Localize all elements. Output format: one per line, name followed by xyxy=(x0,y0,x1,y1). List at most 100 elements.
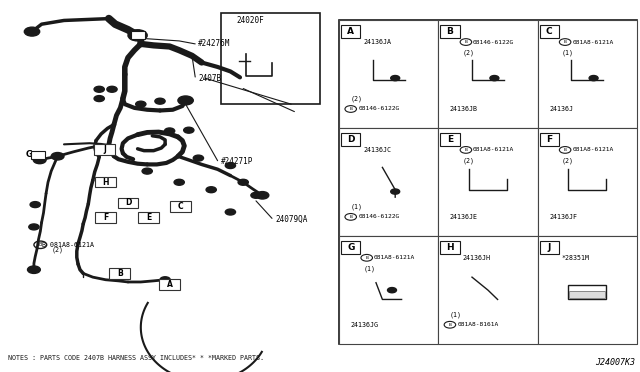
Circle shape xyxy=(388,288,397,293)
Circle shape xyxy=(94,96,104,102)
Text: A: A xyxy=(348,27,354,36)
Text: G: G xyxy=(347,243,355,252)
Text: B: B xyxy=(465,40,467,44)
Bar xyxy=(221,13,320,104)
Text: 24020F: 24020F xyxy=(237,16,264,25)
Bar xyxy=(339,20,637,344)
Bar xyxy=(540,133,559,146)
Circle shape xyxy=(107,86,117,92)
Bar xyxy=(339,20,438,128)
Text: (1): (1) xyxy=(351,203,363,210)
Text: NOTES : PARTS CODE 2407B HARNESS ASSY INCLUDES* * *MARKED PARTS.: NOTES : PARTS CODE 2407B HARNESS ASSY IN… xyxy=(8,355,264,361)
Text: 2407B: 2407B xyxy=(198,74,221,83)
Circle shape xyxy=(184,127,194,133)
Text: 08146-6122G: 08146-6122G xyxy=(358,106,399,112)
Text: 24136JG: 24136JG xyxy=(351,322,379,328)
Text: (2): (2) xyxy=(463,50,475,57)
Text: 08146-6122G: 08146-6122G xyxy=(358,214,399,219)
Bar xyxy=(159,279,180,290)
Bar xyxy=(31,151,45,159)
Circle shape xyxy=(51,153,64,160)
Text: B: B xyxy=(349,215,352,219)
Bar xyxy=(138,212,159,223)
Bar xyxy=(341,133,360,146)
Circle shape xyxy=(29,224,39,230)
Bar xyxy=(131,31,145,39)
Bar xyxy=(109,268,130,279)
Circle shape xyxy=(490,76,499,81)
Bar xyxy=(538,236,637,344)
Circle shape xyxy=(33,156,46,164)
Bar xyxy=(440,133,460,146)
Circle shape xyxy=(238,179,248,185)
Text: C: C xyxy=(546,27,552,36)
Bar xyxy=(339,128,438,236)
Text: (2): (2) xyxy=(351,95,363,102)
Circle shape xyxy=(174,179,184,185)
Bar xyxy=(538,20,637,128)
Text: (1): (1) xyxy=(562,50,574,57)
Text: 081A8-8161A: 081A8-8161A xyxy=(458,322,499,327)
Circle shape xyxy=(24,27,40,36)
Text: #24276M: #24276M xyxy=(198,39,231,48)
Text: B: B xyxy=(564,40,566,44)
Bar xyxy=(568,285,607,299)
Text: 081A8-6121A: 081A8-6121A xyxy=(473,147,514,153)
Text: B: B xyxy=(447,27,453,36)
Text: J: J xyxy=(103,145,106,154)
Text: B: B xyxy=(465,148,467,152)
Circle shape xyxy=(128,30,147,41)
Bar xyxy=(95,212,116,223)
Bar xyxy=(440,25,460,38)
Text: B: B xyxy=(449,323,451,327)
Text: H: H xyxy=(102,178,109,187)
Circle shape xyxy=(225,209,236,215)
Text: 24136JC: 24136JC xyxy=(364,147,392,153)
Circle shape xyxy=(136,101,146,107)
Circle shape xyxy=(28,266,40,273)
Text: 24136JE: 24136JE xyxy=(450,214,478,220)
Text: (2): (2) xyxy=(562,158,574,164)
Text: 08146-6122G: 08146-6122G xyxy=(473,39,514,45)
Text: 24136JF: 24136JF xyxy=(549,214,577,220)
Text: (1): (1) xyxy=(450,311,462,318)
Bar xyxy=(95,177,116,187)
Text: B: B xyxy=(117,269,122,278)
Text: F: F xyxy=(103,213,108,222)
Bar xyxy=(438,20,538,128)
Circle shape xyxy=(225,163,236,169)
Bar xyxy=(170,201,191,212)
Text: H: H xyxy=(446,243,454,252)
Text: 24136JB: 24136JB xyxy=(450,106,478,112)
Text: E: E xyxy=(447,135,453,144)
Text: G: G xyxy=(26,150,32,159)
Circle shape xyxy=(251,192,261,198)
Text: E: E xyxy=(146,213,151,222)
Bar xyxy=(341,241,360,254)
Text: (2): (2) xyxy=(51,247,63,253)
Bar xyxy=(94,144,115,155)
Circle shape xyxy=(94,86,104,92)
Circle shape xyxy=(256,192,269,199)
Text: J: J xyxy=(547,243,551,252)
Bar xyxy=(540,241,559,254)
Text: (1): (1) xyxy=(364,266,376,272)
Circle shape xyxy=(30,202,40,208)
Text: B: B xyxy=(564,148,566,152)
Text: (2): (2) xyxy=(463,158,475,164)
Bar xyxy=(118,198,138,208)
Bar xyxy=(438,236,538,344)
Text: 24079QA: 24079QA xyxy=(275,215,308,224)
Text: 24136JH: 24136JH xyxy=(463,255,491,261)
Circle shape xyxy=(390,76,400,81)
Text: B 081A8-6121A: B 081A8-6121A xyxy=(42,242,93,248)
Text: 24136J: 24136J xyxy=(549,106,573,112)
Text: A: A xyxy=(166,280,173,289)
Text: D: D xyxy=(347,135,355,144)
Bar xyxy=(540,25,559,38)
Circle shape xyxy=(142,168,152,174)
Text: *28351M: *28351M xyxy=(562,255,590,261)
Circle shape xyxy=(193,155,204,161)
Bar xyxy=(339,236,438,344)
Text: B: B xyxy=(349,107,352,111)
